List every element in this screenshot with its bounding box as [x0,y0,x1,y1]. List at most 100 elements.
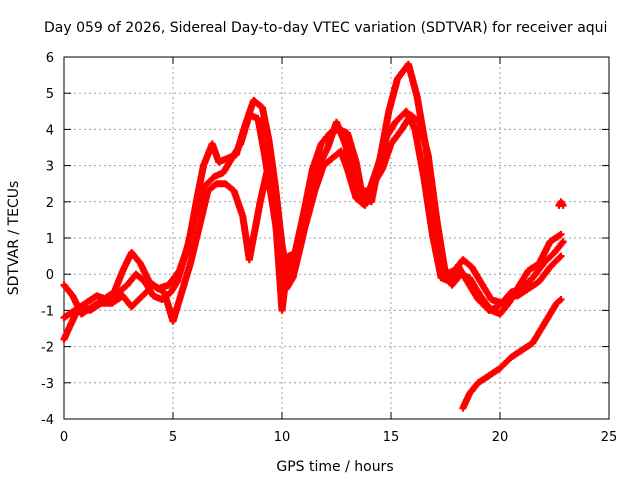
x-tick-label: 5 [169,430,177,445]
data-point [422,175,425,178]
data-point [496,305,500,308]
data-point [346,168,349,171]
data-point [562,240,565,243]
data-point [280,309,284,312]
data-point [487,309,491,312]
data-point [302,211,305,214]
series-4-markers [459,296,565,412]
data-point [339,149,343,153]
data-point [69,323,72,327]
data-point [71,294,74,298]
x-tick-label: 10 [274,430,291,445]
data-point [117,291,120,294]
data-point [381,168,384,171]
data-point [444,273,447,276]
data-point [376,164,380,167]
data-point [559,233,563,236]
data-point [202,186,205,189]
data-point [400,128,404,131]
data-point [78,305,81,308]
data-point [141,294,144,298]
data-point [405,110,408,113]
data-point [527,269,530,272]
data-point [330,157,334,160]
data-point [239,142,242,146]
data-point [180,291,183,294]
data-point [548,265,552,269]
data-point [431,233,434,236]
x-tick-label: 0 [60,430,68,445]
y-tick-label: -1 [41,304,54,319]
data-point [272,186,275,189]
data-point [263,153,266,156]
data-point [211,142,214,146]
y-tick-label: -4 [41,413,54,428]
data-point [448,280,452,283]
x-axis-label: GPS time / hours [276,459,393,475]
data-point [62,338,66,341]
data-point [62,283,66,287]
data-point [202,164,205,167]
data-point [206,189,210,193]
data-point [461,406,465,410]
data-point [184,251,188,254]
data-point [152,283,155,287]
y-tick-label: 4 [46,123,54,138]
data-point [450,283,454,287]
data-point [470,265,473,269]
data-point [197,225,201,229]
series-2-markers [60,107,565,322]
data-point [559,200,563,203]
data-point [490,298,493,301]
data-point [509,291,513,294]
x-tick-label: 25 [601,430,618,445]
data-point [363,204,367,207]
data-point [498,312,502,316]
data-point [531,276,534,280]
data-point [193,215,196,218]
data-point [152,294,155,298]
data-point [134,273,138,276]
data-point [313,189,316,193]
data-point [232,189,236,193]
axis-ticks: 0 5 10 15 20 25 -4 -3 -2 -1 0 1 2 3 4 5 6 [41,51,617,445]
data-point [248,258,251,261]
data-point [346,131,349,135]
data-point [221,171,225,175]
data-point [126,283,129,287]
data-point [413,128,417,131]
data-point [370,186,373,189]
data-point [418,120,421,124]
data-point [385,135,388,138]
x-tick-label: 20 [492,430,509,445]
data-point [370,200,373,203]
data-point [435,218,438,222]
data-point [477,298,480,301]
data-point [507,301,510,305]
data-point [477,381,480,384]
data-point [461,258,465,261]
series-5-markers [555,198,567,209]
data-point [224,182,227,185]
data-point [171,320,175,323]
data-point [167,283,170,287]
data-point [121,294,125,298]
data-point [335,120,338,124]
y-tick-label: 2 [46,196,54,211]
data-point [130,251,133,254]
data-point [121,269,125,272]
data-point [559,254,563,258]
data-point [265,171,268,175]
data-point [267,139,271,142]
data-point [520,349,523,352]
data-point [259,200,262,203]
data-point [557,204,561,207]
data-point [527,287,530,290]
data-marks [60,60,567,412]
data-point [256,117,260,120]
y-axis-label: SDTVAR / TECUs [6,181,22,296]
y-tick-label: 6 [46,51,54,66]
data-point [99,301,103,305]
data-point [110,301,114,305]
data-point [80,312,83,316]
